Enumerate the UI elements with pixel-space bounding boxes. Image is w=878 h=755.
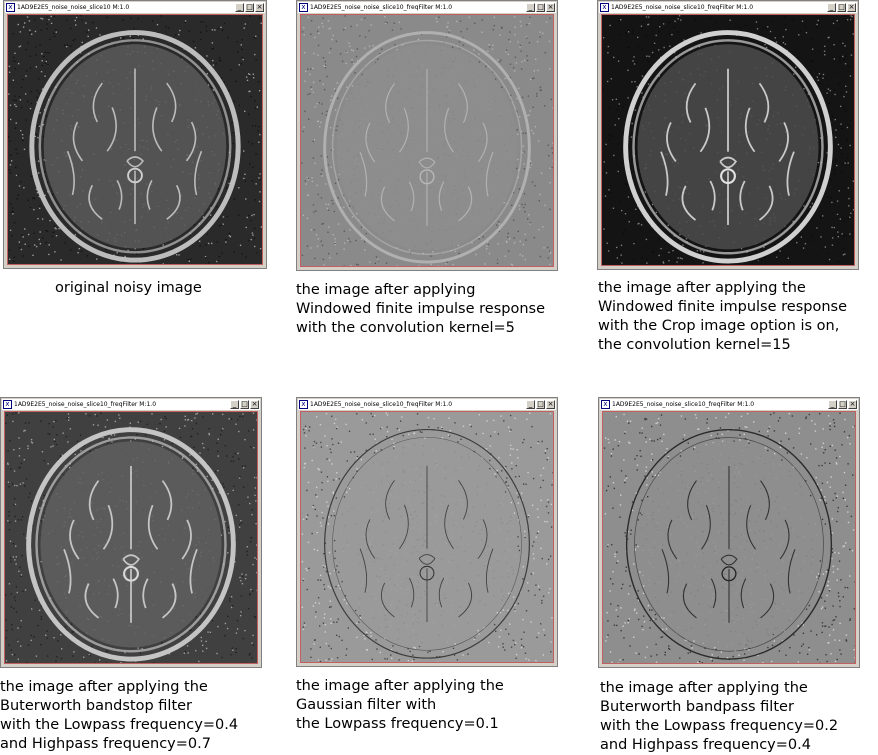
image-canvas[interactable] xyxy=(4,411,258,664)
close-button[interactable]: × xyxy=(250,400,259,409)
minimize-button[interactable]: _ xyxy=(828,400,837,409)
minimize-button[interactable]: _ xyxy=(526,400,535,409)
window-title: 1AD9E2E5_noise_noise_slice10_freqFilter … xyxy=(14,401,157,408)
maximize-button[interactable]: □ xyxy=(536,3,545,12)
window-titlebar[interactable]: x 1AD9E2E5_noise_noise_slice10 M:1.0 _ □… xyxy=(5,2,265,13)
window-titlebar[interactable]: x 1AD9E2E5_noise_noise_slice10_freqFilte… xyxy=(298,2,556,13)
image-window-butterworth-bandpass[interactable]: x 1AD9E2E5_noise_noise_slice10_freqFilte… xyxy=(598,397,860,668)
image-window-fir-kernel5[interactable]: x 1AD9E2E5_noise_noise_slice10_freqFilte… xyxy=(296,0,558,271)
image-canvas[interactable] xyxy=(7,14,263,265)
image-window-butterworth-bandstop[interactable]: x 1AD9E2E5_noise_noise_slice10_freqFilte… xyxy=(0,397,262,668)
minimize-button[interactable]: _ xyxy=(230,400,239,409)
image-caption: the image after applying the Windowed fi… xyxy=(598,280,847,353)
mri-slice-image xyxy=(5,412,257,663)
close-button[interactable]: × xyxy=(546,400,555,409)
image-canvas[interactable] xyxy=(300,14,554,267)
maximize-button[interactable]: □ xyxy=(536,400,545,409)
mri-slice-image xyxy=(603,412,855,663)
close-button[interactable]: × xyxy=(546,3,555,12)
java-app-icon[interactable]: x xyxy=(601,400,610,409)
window-title: 1AD9E2E5_noise_noise_slice10_freqFilter … xyxy=(310,4,453,11)
maximize-button[interactable]: □ xyxy=(240,400,249,409)
minimize-button[interactable]: _ xyxy=(526,3,535,12)
close-button[interactable]: × xyxy=(848,400,857,409)
java-app-icon[interactable]: x xyxy=(299,3,308,12)
window-titlebar[interactable]: x 1AD9E2E5_noise_noise_slice10_freqFilte… xyxy=(599,2,857,13)
java-app-icon[interactable]: x xyxy=(6,3,15,12)
minimize-button[interactable]: _ xyxy=(827,3,836,12)
image-caption: the image after applying the Buterworth … xyxy=(0,679,239,752)
mri-slice-image xyxy=(8,15,262,264)
image-caption: the image after applying Windowed finite… xyxy=(296,282,545,336)
image-canvas[interactable] xyxy=(601,14,855,266)
image-window-gaussian[interactable]: x 1AD9E2E5_noise_noise_slice10_freqFilte… xyxy=(296,397,558,667)
window-titlebar[interactable]: x 1AD9E2E5_noise_noise_slice10_freqFilte… xyxy=(298,399,556,410)
window-title: 1AD9E2E5_noise_noise_slice10_freqFilter … xyxy=(611,4,754,11)
java-app-icon[interactable]: x xyxy=(299,400,308,409)
image-window-fir-kernel15-crop[interactable]: x 1AD9E2E5_noise_noise_slice10_freqFilte… xyxy=(597,0,859,270)
mri-slice-image xyxy=(301,15,553,266)
window-title: 1AD9E2E5_noise_noise_slice10_freqFilter … xyxy=(612,401,755,408)
close-button[interactable]: × xyxy=(255,3,264,12)
mri-slice-image xyxy=(301,412,553,662)
window-titlebar[interactable]: x 1AD9E2E5_noise_noise_slice10_freqFilte… xyxy=(2,399,260,410)
image-canvas[interactable] xyxy=(300,411,554,663)
mri-slice-image xyxy=(602,15,854,265)
window-titlebar[interactable]: x 1AD9E2E5_noise_noise_slice10_freqFilte… xyxy=(600,399,858,410)
window-title: 1AD9E2E5_noise_noise_slice10 M:1.0 xyxy=(17,4,130,11)
java-app-icon[interactable]: x xyxy=(600,3,609,12)
maximize-button[interactable]: □ xyxy=(837,3,846,12)
image-caption: the image after applying the Gaussian fi… xyxy=(296,678,504,732)
minimize-button[interactable]: _ xyxy=(235,3,244,12)
image-caption: the image after applying the Buterworth … xyxy=(600,680,839,753)
image-window-original[interactable]: x 1AD9E2E5_noise_noise_slice10 M:1.0 _ □… xyxy=(3,0,267,269)
image-caption: original noisy image xyxy=(55,280,202,296)
maximize-button[interactable]: □ xyxy=(838,400,847,409)
image-canvas[interactable] xyxy=(602,411,856,664)
window-title: 1AD9E2E5_noise_noise_slice10_freqFilter … xyxy=(310,401,453,408)
java-app-icon[interactable]: x xyxy=(3,400,12,409)
maximize-button[interactable]: □ xyxy=(245,3,254,12)
close-button[interactable]: × xyxy=(847,3,856,12)
